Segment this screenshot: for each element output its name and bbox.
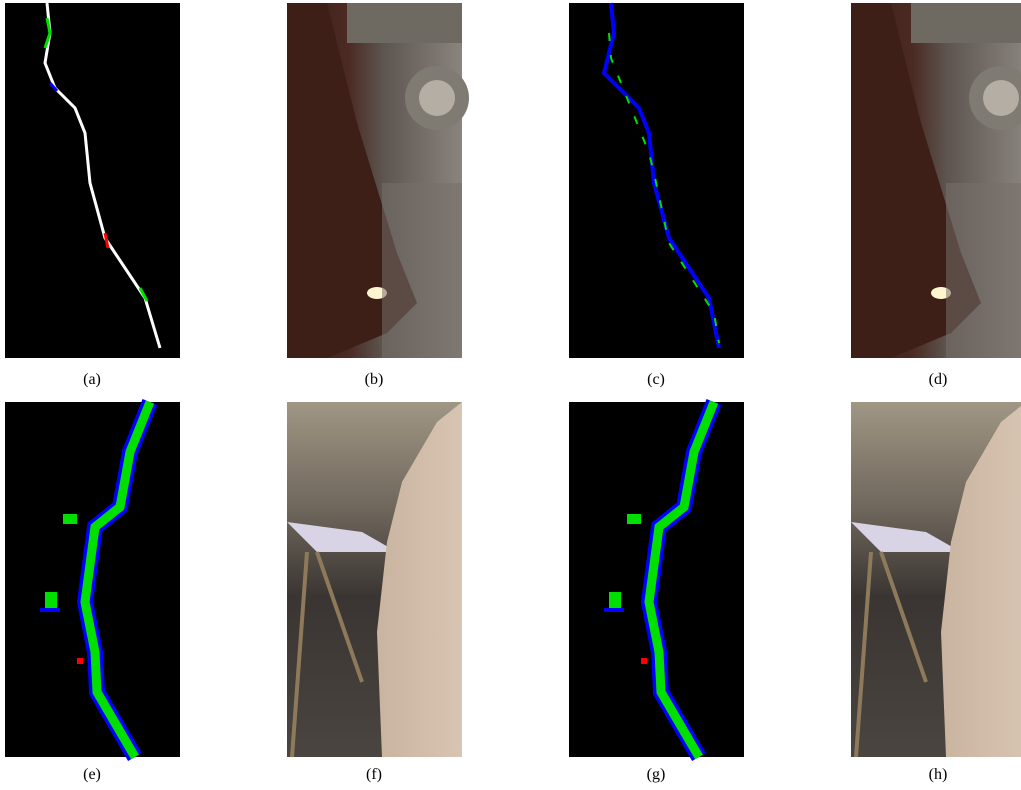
- photo: [851, 3, 1021, 358]
- caption: (g): [647, 766, 666, 783]
- caption: (h): [929, 766, 948, 783]
- photo: [287, 402, 462, 757]
- photo: [851, 402, 1021, 757]
- photo: [287, 3, 469, 358]
- edge-map: [5, 3, 180, 358]
- caption: (c): [647, 371, 665, 388]
- caption: (a): [83, 371, 101, 388]
- edge-map: [5, 402, 180, 757]
- caption: (e): [83, 766, 101, 783]
- caption: (f): [366, 766, 382, 783]
- figure: (a) (b) (c) (d) (e) (f) (g) (h): [0, 0, 1021, 790]
- edge-map: [569, 3, 744, 358]
- caption: (b): [365, 371, 384, 388]
- caption: (d): [929, 371, 948, 388]
- edge-map: [569, 402, 744, 757]
